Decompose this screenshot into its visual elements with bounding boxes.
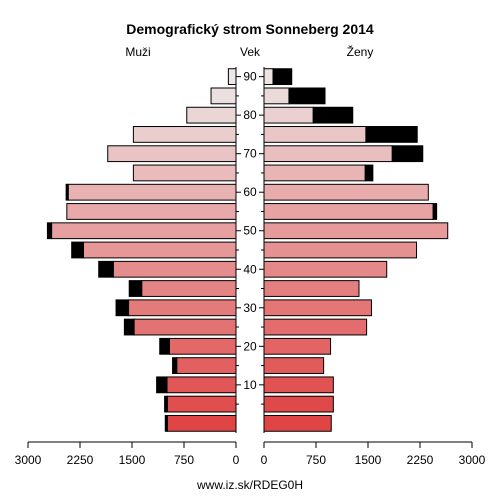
male-bar-50-54 xyxy=(51,222,237,240)
female-x-tick-label-0: 0 xyxy=(261,453,268,467)
female-bar-80-84 xyxy=(263,106,314,124)
female-bar-60-64 xyxy=(263,183,429,201)
age-axis-label: Vek xyxy=(240,45,261,59)
female-bar-65-69 xyxy=(263,164,366,182)
male-excess-bar-50-54 xyxy=(46,222,53,240)
male-bar-35-39 xyxy=(141,280,237,297)
age-tick-label-90: 90 xyxy=(243,70,257,84)
female-bar-20-24 xyxy=(263,337,332,355)
female-x-tick-label-750: 750 xyxy=(306,453,326,467)
males-label: Muži xyxy=(125,45,150,59)
female-bar-25-29 xyxy=(263,318,368,336)
male-x-tick-label-2250: 2250 xyxy=(67,453,94,467)
male-excess-bar-10-14 xyxy=(156,376,168,394)
females-label: Ženy xyxy=(347,44,374,59)
female-bar-15-19 xyxy=(263,357,325,374)
female-excess-bar-80-84 xyxy=(312,106,354,124)
female-excess-bar-55-59 xyxy=(432,203,438,220)
male-excess-bar-5-9 xyxy=(164,395,168,413)
male-bar-75-79 xyxy=(132,126,237,143)
female-bar-0-4 xyxy=(263,414,332,432)
male-bar-10-14 xyxy=(166,376,237,394)
female-excess-bar-75-79 xyxy=(365,126,418,143)
female-excess-bar-70-74 xyxy=(391,145,424,163)
male-excess-bar-45-49 xyxy=(71,241,84,259)
female-excess-bar-90+ xyxy=(272,68,293,86)
male-bar-5-9 xyxy=(166,395,237,413)
male-bar-40-44 xyxy=(112,260,237,278)
female-x-tick-label-2250: 2250 xyxy=(407,453,434,467)
female-bar-70-74 xyxy=(263,145,393,163)
age-tick-label-10: 10 xyxy=(243,378,257,392)
female-bar-30-34 xyxy=(263,299,372,317)
male-bar-65-69 xyxy=(132,164,237,182)
female-bar-40-44 xyxy=(263,260,388,278)
axes-group: 90 80 70 60 50 40 30 20 10 3000 2250 1500 750 0 0 750 15… xyxy=(15,67,486,467)
male-bar-60-64 xyxy=(67,183,237,201)
age-tick-label-60: 60 xyxy=(243,185,257,199)
male-excess-bar-15-19 xyxy=(172,357,178,374)
female-bar-45-49 xyxy=(263,241,418,259)
female-x-tick-label-3000: 3000 xyxy=(459,453,486,467)
female-bar-55-59 xyxy=(263,203,434,220)
male-excess-bar-30-34 xyxy=(115,299,130,317)
male-x-tick-label-3000: 3000 xyxy=(15,453,42,467)
male-excess-bar-40-44 xyxy=(98,260,114,278)
female-bar-10-14 xyxy=(263,376,334,394)
age-tick-label-50: 50 xyxy=(243,224,257,238)
male-bar-90+ xyxy=(227,68,237,86)
male-bar-20-24 xyxy=(168,337,237,355)
male-bar-70-74 xyxy=(107,145,237,163)
female-bar-85-89 xyxy=(263,87,290,105)
female-bar-75-79 xyxy=(263,126,367,143)
bars-group xyxy=(46,68,449,432)
male-excess-bar-35-39 xyxy=(128,280,143,297)
male-excess-bar-25-29 xyxy=(123,318,135,336)
male-bar-0-4 xyxy=(166,414,237,432)
male-bar-15-19 xyxy=(176,357,237,374)
male-bar-25-29 xyxy=(133,318,237,336)
age-tick-label-80: 80 xyxy=(243,108,257,122)
female-x-tick-label-1500: 1500 xyxy=(355,453,382,467)
female-bar-35-39 xyxy=(263,280,360,297)
age-tick-label-20: 20 xyxy=(243,339,257,353)
male-bar-30-34 xyxy=(128,299,237,317)
male-bar-80-84 xyxy=(186,106,237,124)
male-bar-45-49 xyxy=(82,241,237,259)
male-x-tick-label-0: 0 xyxy=(233,453,240,467)
male-bar-85-89 xyxy=(210,87,237,105)
male-excess-bar-20-24 xyxy=(159,337,170,355)
male-excess-bar-0-4 xyxy=(164,414,168,432)
male-x-tick-label-750: 750 xyxy=(174,453,194,467)
male-bar-55-59 xyxy=(66,203,237,220)
footer-url[interactable]: www.iz.sk/RDEG0H xyxy=(196,478,303,492)
chart-title: Demografický strom Sonneberg 2014 xyxy=(126,21,374,37)
female-excess-bar-65-69 xyxy=(364,164,374,182)
female-bar-50-54 xyxy=(263,222,449,240)
male-x-tick-label-1500: 1500 xyxy=(119,453,146,467)
age-tick-label-40: 40 xyxy=(243,262,257,276)
age-tick-label-70: 70 xyxy=(243,147,257,161)
female-bar-90+ xyxy=(263,68,274,86)
female-excess-bar-85-89 xyxy=(288,87,326,105)
male-excess-bar-60-64 xyxy=(65,183,69,201)
age-tick-label-30: 30 xyxy=(243,301,257,315)
female-bar-5-9 xyxy=(263,395,334,413)
